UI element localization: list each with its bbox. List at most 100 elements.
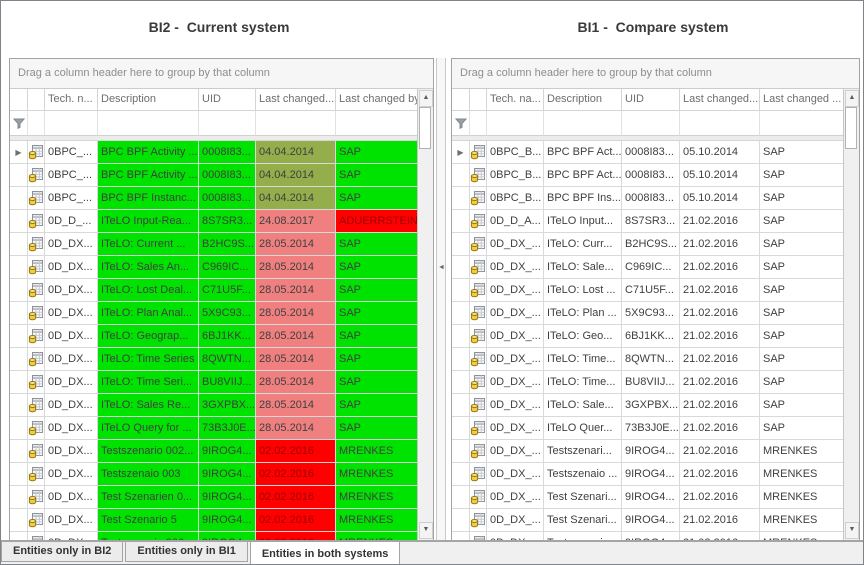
cell-tech-name[interactable]: 0D_DX_...: [487, 233, 544, 256]
collapse-arrow-icon[interactable]: ◄: [438, 264, 445, 271]
cell-uid[interactable]: C969IC...: [622, 256, 680, 279]
table-row[interactable]: 0D_DX... ITeLO: Current ... B2HC9S... 28.05…: [10, 233, 417, 256]
column-header[interactable]: Description: [98, 89, 199, 111]
cell-last-changed-by[interactable]: SAP: [336, 256, 417, 279]
group-by-drop-zone[interactable]: Drag a column header here to group by th…: [452, 59, 859, 89]
cell-description[interactable]: Test Szenarien 0...: [98, 486, 199, 509]
filter-cell[interactable]: [336, 111, 417, 136]
cell-last-changed[interactable]: 04.04.2014: [256, 164, 336, 187]
cell-last-changed[interactable]: 21.02.2016: [680, 371, 760, 394]
cell-description[interactable]: ITeLO: Plan ...: [544, 302, 622, 325]
cell-last-changed[interactable]: 28.05.2014: [256, 233, 336, 256]
column-header[interactable]: Last changed by: [336, 89, 417, 111]
table-row[interactable]: 0D_DX_... ITeLO: Time... 8QWTN... 21.02.201…: [452, 348, 843, 371]
tab-entities-only-bi2[interactable]: Entities only in BI2: [1, 542, 124, 562]
cell-uid[interactable]: 0008I83...: [199, 187, 256, 210]
cell-last-changed[interactable]: 02.02.2016: [256, 486, 336, 509]
cell-uid[interactable]: 0008I83...: [622, 187, 680, 210]
filter-cell[interactable]: [760, 111, 843, 136]
cell-uid[interactable]: 0008I83...: [622, 164, 680, 187]
table-row[interactable]: 0D_DX... ITeLO: Lost Deal... C71U5F... 28.0…: [10, 279, 417, 302]
cell-description[interactable]: ITeLO: Time Seri...: [98, 371, 199, 394]
cell-last-changed[interactable]: 21.02.2016: [680, 440, 760, 463]
cell-tech-name[interactable]: 0D_DX_...: [487, 371, 544, 394]
cell-description[interactable]: ITeLO: Sales An...: [98, 256, 199, 279]
filter-icon-cell[interactable]: [10, 111, 28, 136]
scroll-down-button[interactable]: ▼: [845, 522, 859, 539]
cell-last-changed-by[interactable]: SAP: [336, 348, 417, 371]
filter-cell[interactable]: [544, 111, 622, 136]
cell-last-changed-by[interactable]: SAP: [336, 279, 417, 302]
table-row[interactable]: 0D_DX_... ITeLO: Curr... B2HC9S... 21.02.20…: [452, 233, 843, 256]
table-row[interactable]: 0D_DX... ITeLO: Geograp... 6BJ1KK... 28.05.…: [10, 325, 417, 348]
cell-uid[interactable]: 5X9C93...: [622, 302, 680, 325]
cell-last-changed[interactable]: 21.02.2016: [680, 417, 760, 440]
cell-last-changed-by[interactable]: SAP: [760, 233, 843, 256]
cell-description[interactable]: ITeLO: Time...: [544, 371, 622, 394]
cell-last-changed-by[interactable]: MRENKES: [336, 440, 417, 463]
cell-last-changed[interactable]: 02.02.2016: [256, 532, 336, 540]
cell-tech-name[interactable]: 0D_DX_...: [487, 302, 544, 325]
filter-cell[interactable]: [487, 111, 544, 136]
cell-last-changed-by[interactable]: SAP: [336, 394, 417, 417]
table-row[interactable]: 0D_DX_... ITeLO: Time... BU8VIIJ... 21.02.2…: [452, 371, 843, 394]
cell-last-changed[interactable]: 02.02.2016: [256, 463, 336, 486]
cell-uid[interactable]: 5X9C93...: [199, 302, 256, 325]
cell-uid[interactable]: 73B3J0E...: [622, 417, 680, 440]
table-row[interactable]: 0D_DX... Testszenaio 003 9IROG4... 02.02.20…: [10, 463, 417, 486]
table-row[interactable]: 0BPC_B... BPC BPF Act... 0008I83... 05.10.2…: [452, 164, 843, 187]
cell-uid[interactable]: 9IROG4...: [622, 440, 680, 463]
cell-uid[interactable]: C71U5F...: [199, 279, 256, 302]
table-row[interactable]: 0D_DX... ITeLO Query for ... 73B3J0E... 28.…: [10, 417, 417, 440]
cell-description[interactable]: ITeLO: Curr...: [544, 233, 622, 256]
group-by-drop-zone[interactable]: Drag a column header here to group by th…: [10, 59, 433, 89]
cell-description[interactable]: ITeLO: Sales Re...: [98, 394, 199, 417]
cell-uid[interactable]: BU8VIIJ...: [199, 371, 256, 394]
filter-funnel-icon[interactable]: [12, 118, 25, 129]
cell-tech-name[interactable]: 0D_DX_...: [487, 417, 544, 440]
cell-last-changed-by[interactable]: SAP: [336, 233, 417, 256]
table-row[interactable]: 0D_DX_...Testszenari...9IROG4...21.02.20…: [452, 440, 843, 463]
cell-uid[interactable]: 9IROG4...: [199, 486, 256, 509]
cell-description[interactable]: Testszenaio ...: [544, 463, 622, 486]
column-header[interactable]: Description: [544, 89, 622, 111]
table-row[interactable]: 0D_DX... ITeLO: Time Series 8QWTN... 28.05.…: [10, 348, 417, 371]
cell-description[interactable]: ITeLO Input-Rea...: [98, 210, 199, 233]
cell-last-changed-by[interactable]: SAP: [760, 394, 843, 417]
scroll-up-button[interactable]: ▲: [845, 90, 859, 107]
cell-last-changed-by[interactable]: MRENKES: [336, 463, 417, 486]
cell-uid[interactable]: 9IROG4...: [199, 463, 256, 486]
cell-tech-name[interactable]: 0D_DX...: [45, 440, 98, 463]
cell-uid[interactable]: 9IROG4...: [199, 532, 256, 540]
cell-last-changed[interactable]: 24.08.2017: [256, 210, 336, 233]
cell-last-changed-by[interactable]: MRENKES: [760, 463, 843, 486]
cell-last-changed[interactable]: 28.05.2014: [256, 256, 336, 279]
table-row[interactable]: 0D_DX_... ITeLO: Plan ... 5X9C93... 21.02.2…: [452, 302, 843, 325]
cell-last-changed[interactable]: 21.02.2016: [680, 325, 760, 348]
cell-description[interactable]: Testszenario 002...: [98, 440, 199, 463]
cell-last-changed-by[interactable]: SAP: [336, 141, 417, 164]
table-row[interactable]: 0D_D_A... ITeLO Input... 8S7SR3... 21.02.20…: [452, 210, 843, 233]
cell-tech-name[interactable]: 0D_DX_...: [487, 348, 544, 371]
cell-last-changed[interactable]: 21.02.2016: [680, 210, 760, 233]
table-row[interactable]: 0BPC_... BPC BPF Activity ... 0008I83... 04…: [10, 164, 417, 187]
cell-tech-name[interactable]: 0D_DX...: [45, 394, 98, 417]
cell-uid[interactable]: 8QWTN...: [199, 348, 256, 371]
cell-last-changed-by[interactable]: SAP: [760, 371, 843, 394]
cell-last-changed-by[interactable]: SAP: [336, 302, 417, 325]
filter-icon-cell[interactable]: [452, 111, 470, 136]
vertical-scrollbar[interactable]: ▲ ▼: [417, 89, 433, 540]
cell-last-changed[interactable]: 28.05.2014: [256, 348, 336, 371]
table-row[interactable]: 0D_DX... ITeLO: Time Seri... BU8VIIJ... 28.…: [10, 371, 417, 394]
cell-uid[interactable]: 6BJ1KK...: [622, 325, 680, 348]
cell-description[interactable]: Testszenaio 003: [98, 463, 199, 486]
filter-funnel-icon[interactable]: [454, 118, 467, 129]
column-header[interactable]: Last changed ...: [760, 89, 843, 111]
table-row[interactable]: 0D_DX_... ITeLO Quer... 73B3J0E... 21.02.20…: [452, 417, 843, 440]
cell-last-changed[interactable]: 21.02.2016: [680, 463, 760, 486]
table-row[interactable]: 0D_DX_... ITeLO: Sale... 3GXPBX... 21.02.20…: [452, 394, 843, 417]
filter-cell[interactable]: [622, 111, 680, 136]
vertical-scrollbar[interactable]: ▲ ▼: [843, 89, 859, 540]
cell-last-changed[interactable]: 05.10.2014: [680, 187, 760, 210]
panel-splitter[interactable]: ◄: [436, 58, 446, 541]
